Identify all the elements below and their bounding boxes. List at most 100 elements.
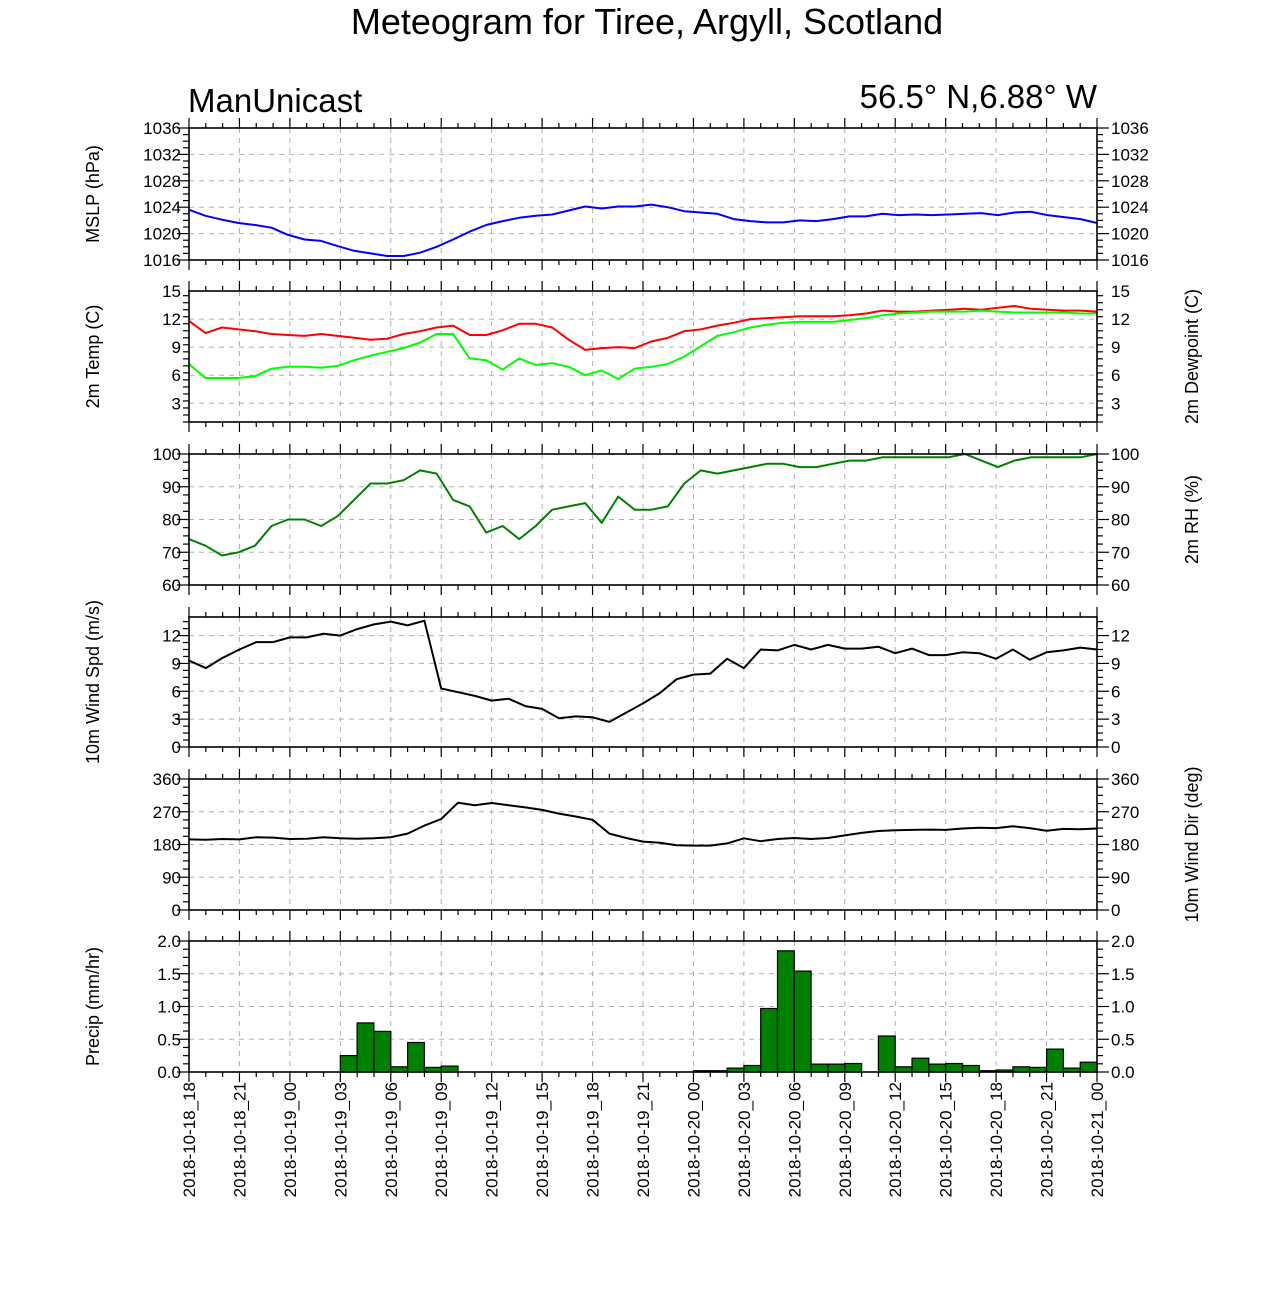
y-tick-label-right: 9	[1111, 338, 1120, 357]
y-tick-label-right: 9	[1111, 654, 1120, 673]
panel-4: 0 0 90 90 180 180 270 270 360 360 10m Wind Dir (de…	[153, 766, 1202, 922]
y-tick-label-left: 270	[153, 803, 181, 822]
y-tick-label-left: 1016	[143, 251, 181, 270]
y-tick-label-right: 3	[1111, 710, 1120, 729]
y-tick-label-left: 1028	[143, 172, 181, 191]
y-tick-label-right: 60	[1111, 576, 1130, 595]
y-tick-label-right: 1024	[1111, 198, 1149, 217]
location-coordinates: 56.5° N,6.88° W	[860, 78, 1098, 115]
y-axis-label-right: 10m Wind Dir (deg)	[1182, 766, 1202, 922]
y-tick-label-left: 1.0	[157, 998, 181, 1017]
time-label: 2018-10-20_06	[785, 1082, 804, 1197]
precip-bar	[827, 1063, 846, 1073]
y-tick-label-left: 60	[162, 576, 181, 595]
y-tick-label-right: 1032	[1111, 145, 1149, 164]
y-tick-label-left: 15	[162, 282, 181, 301]
y-axis-label-right: 2m Dewpoint (C)	[1182, 289, 1202, 424]
precip-bar	[945, 1062, 964, 1073]
panel-frame	[188, 127, 1098, 261]
y-tick-label-left: 0	[172, 901, 181, 920]
panel-0: 1016 1016 1020 1020 1024 1024 1028 1028 1032 1032…	[83, 118, 1149, 270]
panel-frame	[188, 778, 1098, 911]
y-tick-label-left: 80	[162, 511, 181, 530]
y-tick-label-right: 1028	[1111, 172, 1149, 191]
meteogram-panels: 1016 1016 1020 1020 1024 1024 1028 1028 1032 1032…	[83, 118, 1202, 1082]
y-tick-label-right: 15	[1111, 282, 1130, 301]
series-line-1	[188, 309, 1097, 380]
panel-2: 60 60 70 70 80 80 90 90 100 100 2m RH (%)	[153, 444, 1202, 595]
y-tick-label-right: 6	[1111, 682, 1120, 701]
time-label: 2018-10-20_03	[735, 1082, 754, 1197]
model-name: ManUnicast	[188, 82, 362, 119]
y-tick-label-left: 100	[153, 445, 181, 464]
y-tick-label-right: 0	[1111, 901, 1120, 920]
time-label: 2018-10-20_00	[684, 1082, 703, 1197]
y-tick-label-right: 12	[1111, 627, 1130, 646]
time-label: 2018-10-20_21	[1038, 1082, 1057, 1197]
precip-bar	[776, 950, 795, 1073]
series-line-0	[188, 203, 1098, 257]
time-label: 2018-10-19_12	[483, 1082, 502, 1197]
y-tick-label-left: 6	[172, 366, 181, 385]
time-label: 2018-10-19_09	[432, 1082, 451, 1197]
y-tick-label-right: 90	[1111, 868, 1130, 887]
y-tick-label-left: 90	[162, 478, 181, 497]
time-label: 2018-10-20_18	[987, 1082, 1006, 1197]
y-tick-label-left: 1036	[143, 119, 181, 138]
time-label: 2018-10-20_09	[836, 1082, 855, 1197]
y-tick-label-left: 12	[162, 627, 181, 646]
precip-bar	[1079, 1061, 1098, 1073]
panel-3: 0 0 3 3 6 6 9 9 12 12 10m Wind Spd (m/s)	[83, 600, 1130, 764]
y-tick-label-left: 0.5	[157, 1030, 181, 1049]
time-label: 2018-10-18_18	[180, 1082, 199, 1197]
y-tick-label-right: 0	[1111, 738, 1120, 757]
series-line-0	[188, 619, 1098, 723]
y-tick-label-left: 3	[172, 710, 181, 729]
time-label: 2018-10-19_21	[634, 1082, 653, 1197]
y-tick-label-right: 360	[1111, 770, 1139, 789]
y-tick-label-right: 1036	[1111, 119, 1149, 138]
y-tick-label-left: 180	[153, 836, 181, 855]
time-label: 2018-10-19_06	[382, 1082, 401, 1197]
y-tick-label-left: 2.0	[157, 932, 181, 951]
y-tick-label-right: 100	[1111, 445, 1139, 464]
time-label: 2018-10-20_12	[886, 1082, 905, 1197]
precip-bar	[440, 1065, 459, 1073]
y-tick-label-left: 0.0	[157, 1063, 181, 1082]
time-label: 2018-10-19_03	[331, 1082, 350, 1197]
precip-bar	[339, 1054, 358, 1073]
y-tick-label-right: 1020	[1111, 225, 1149, 244]
y-axis-label-left: MSLP (hPa)	[83, 145, 103, 243]
y-tick-label-left: 1024	[143, 198, 181, 217]
y-axis-label-right: 2m RH (%)	[1182, 475, 1202, 564]
precip-bar	[373, 1030, 392, 1073]
y-axis-label-left: Precip (mm/hr)	[83, 947, 103, 1066]
precip-bar	[961, 1064, 980, 1073]
precip-bar	[743, 1064, 762, 1073]
y-tick-label-right: 270	[1111, 803, 1139, 822]
y-axis-label-left: 2m Temp (C)	[83, 305, 103, 409]
precip-bar	[1045, 1048, 1064, 1073]
panel-5: 0.0 0.0 0.5 0.5 1.0 1.0 1.5 1.5 2.0 2.0 Precip (mm…	[83, 931, 1135, 1082]
precip-bar	[407, 1041, 426, 1073]
y-tick-label-right: 180	[1111, 836, 1139, 855]
panel-frame	[188, 453, 1098, 586]
y-tick-label-left: 1.5	[157, 965, 181, 984]
figure-title: Meteogram for Tiree, Argyll, Scotland	[351, 1, 943, 42]
time-label: 2018-10-19_18	[584, 1082, 603, 1197]
y-tick-label-right: 2.0	[1111, 932, 1135, 951]
y-tick-label-right: 0.0	[1111, 1063, 1135, 1082]
y-tick-label-right: 0.5	[1111, 1030, 1135, 1049]
precip-bar	[844, 1062, 863, 1073]
y-axis-label-left: 10m Wind Spd (m/s)	[83, 600, 103, 764]
y-tick-label-right: 1.0	[1111, 998, 1135, 1017]
y-tick-label-right: 90	[1111, 478, 1130, 497]
y-tick-label-right: 1.5	[1111, 965, 1135, 984]
precip-bar	[911, 1057, 930, 1073]
y-tick-label-left: 6	[172, 682, 181, 701]
precip-bar	[877, 1035, 896, 1073]
y-tick-label-right: 3	[1111, 394, 1120, 413]
precip-bar	[356, 1022, 375, 1073]
time-label: 2018-10-21_00	[1088, 1082, 1107, 1197]
series-line-0	[188, 305, 1098, 351]
